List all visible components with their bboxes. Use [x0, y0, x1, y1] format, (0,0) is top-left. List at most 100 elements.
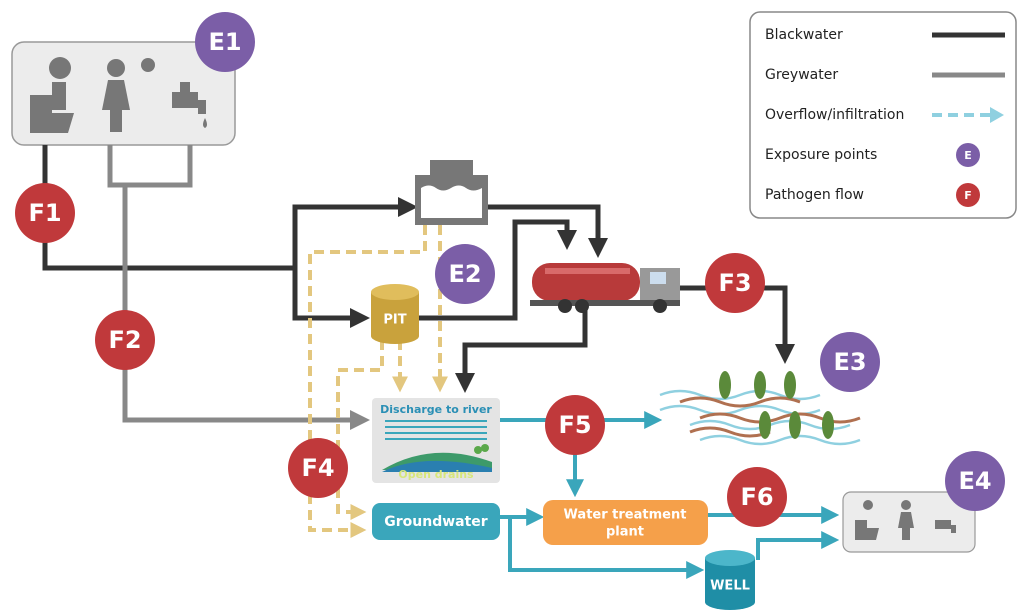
well: WELL: [705, 550, 755, 610]
household-exposed-part: [855, 520, 879, 540]
badge-label: E4: [958, 467, 991, 495]
household-part: [49, 57, 71, 79]
well-part: [705, 558, 755, 610]
legend-badge: F: [964, 189, 972, 202]
legend-label: Exposure points: [765, 147, 877, 163]
badge-label: F6: [740, 483, 773, 511]
legend: Blackwater Greywater Overflow/infiltrati…: [749, 11, 1017, 219]
drains-label: Open drains: [398, 468, 474, 481]
household-part: [102, 80, 130, 132]
household-exposed-part: [901, 500, 911, 510]
badge-label: E3: [833, 348, 866, 376]
truck-part: [653, 299, 667, 313]
discharge-box: Discharge to river Open drains: [372, 398, 500, 483]
greywater-flows: [107, 145, 370, 430]
legend-part: [956, 143, 980, 167]
treatment-label: plant: [606, 525, 644, 540]
badge-label: F3: [718, 269, 751, 297]
pit: PIT: [371, 284, 419, 344]
discharge-box-part: [474, 446, 482, 454]
badges-part: [95, 310, 155, 370]
legend-label: Overflow/infiltration: [765, 107, 904, 123]
household-part: [107, 59, 125, 77]
greywater-flows-part: [107, 145, 193, 188]
badge-label: E1: [208, 28, 241, 56]
septic-tank: [415, 160, 488, 225]
badge-label: E2: [448, 260, 481, 288]
fields-part-part: [822, 411, 834, 439]
household-part: [203, 118, 207, 128]
fields-part-part: [754, 371, 766, 399]
water-flows-part: [508, 517, 705, 579]
blackwater-flows-part: [42, 145, 295, 271]
overflow-flows-part: [336, 340, 384, 520]
well-label: WELL: [710, 579, 750, 594]
blackwater-flows-part: [292, 197, 418, 268]
badge-label: F2: [108, 326, 141, 354]
badge-label: F5: [558, 411, 591, 439]
water-flows-part: [756, 531, 840, 560]
truck-part: [650, 272, 666, 284]
household-exposed-part: [935, 520, 956, 533]
truck: [530, 263, 680, 313]
discharge-box-part: [385, 420, 487, 440]
household-exposed: [842, 491, 976, 553]
groundwater: Groundwater: [372, 503, 500, 540]
household: [11, 41, 236, 146]
legend-part: [990, 107, 1004, 123]
legend-label: Blackwater: [765, 27, 843, 43]
household-part: [141, 58, 155, 72]
truck-part: [545, 268, 630, 274]
groundwater-label: Groundwater: [384, 514, 488, 530]
badges-part: [727, 467, 787, 527]
legend-badge: E: [964, 149, 972, 162]
blackwater-flows-part: [455, 310, 588, 393]
badges-part: [705, 253, 765, 313]
household-part: [30, 95, 74, 133]
household-exposed-part: [898, 512, 914, 540]
blackwater-flows-part: [488, 204, 608, 258]
badges-part: [545, 395, 605, 455]
truck-part: [575, 299, 589, 313]
badges-part: [820, 332, 880, 392]
badges-part: [288, 438, 348, 498]
discharge-box-part: [382, 460, 492, 472]
fields-part-part: [789, 411, 801, 439]
truck-part: [530, 300, 680, 306]
household-part: [180, 82, 190, 92]
badges: E1 E2 E3 E4 F1 F2 F3 F4 F5 F6: [15, 12, 1005, 527]
septic-tank-part: [430, 160, 473, 175]
overflow-flows: [308, 225, 448, 538]
household-part: [172, 92, 206, 114]
legend-label: Greywater: [765, 67, 838, 83]
fields-part-part: [759, 411, 771, 439]
badges-part: [945, 451, 1005, 511]
overflow-flows-part: [308, 225, 427, 538]
greywater-flows-part: [122, 185, 370, 430]
fields-part: [659, 389, 861, 446]
legend-label: Pathogen flow: [765, 187, 864, 203]
legend-part: [956, 183, 980, 207]
household-part: [52, 82, 66, 110]
truck-part: [558, 299, 572, 313]
badge-label: F1: [28, 199, 61, 227]
badges-part: [435, 244, 495, 304]
septic-tank-part: [421, 185, 482, 218]
treatment-plant: Water treatment plant: [543, 500, 708, 545]
pit-part: [371, 292, 419, 344]
fields-part-part: [784, 371, 796, 399]
blackwater-flows-part: [418, 219, 577, 321]
badges-part: [15, 183, 75, 243]
well-part: [705, 550, 755, 566]
household-exposed-part: [863, 500, 873, 510]
pit-label: PIT: [383, 313, 406, 328]
groundwater-part: [372, 503, 500, 540]
treatment-plant-part: [543, 500, 708, 545]
fields-part-part: [719, 371, 731, 399]
discharge-box-part: [481, 444, 489, 452]
pit-part: [371, 284, 419, 300]
fields-part: [719, 371, 834, 439]
badges-part: [195, 12, 255, 72]
badge-label: F4: [301, 454, 334, 482]
